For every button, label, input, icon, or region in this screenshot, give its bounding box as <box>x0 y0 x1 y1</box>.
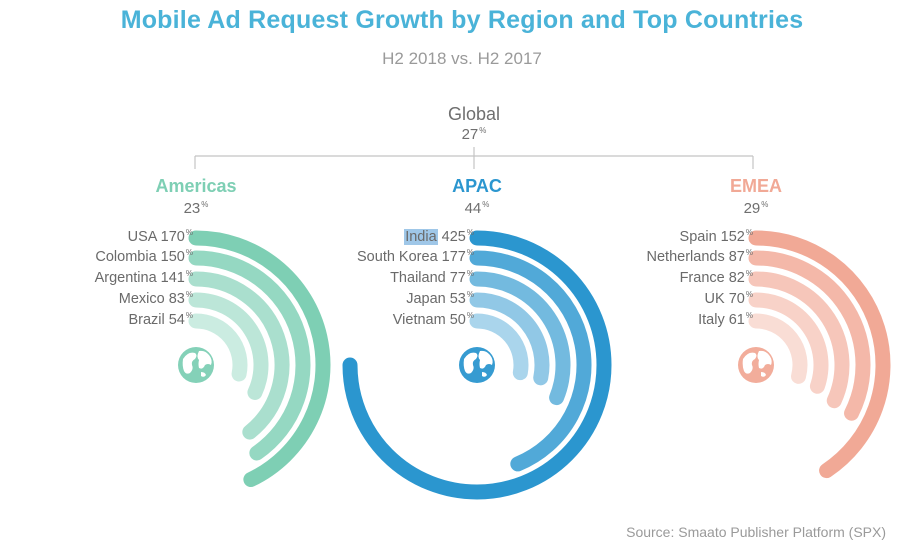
country-name: Spain <box>679 228 717 245</box>
country-label: UK 70% <box>553 290 753 307</box>
country-value: 152 <box>720 228 745 245</box>
country-value: 70 <box>728 290 745 307</box>
country-name: UK <box>704 290 725 307</box>
country-label: Brazil 54% <box>0 311 193 328</box>
ring-americas-usa <box>188 230 331 488</box>
ring-apac-south-korea <box>469 250 592 472</box>
region-value-americas: 23% <box>96 200 296 217</box>
country-label: Italy 61% <box>553 311 753 328</box>
country-value: 170 <box>160 228 185 245</box>
percent-sign: % <box>466 228 474 237</box>
percent-sign: % <box>745 290 753 299</box>
country-label: Mexico 83% <box>0 290 193 307</box>
country-label: USA 170% <box>0 228 193 245</box>
country-value: 425 <box>441 228 466 245</box>
percent-sign: % <box>185 228 193 237</box>
country-value: 150 <box>160 248 185 265</box>
ring-americas-colombia <box>188 250 311 461</box>
region-name-americas: Americas <box>155 176 237 196</box>
percent-sign: % <box>185 311 193 320</box>
country-value: 54 <box>168 311 185 328</box>
country-label: Vietnam 50% <box>274 311 474 328</box>
country-value: 177 <box>441 248 466 265</box>
country-label: Japan 53% <box>274 290 474 307</box>
ring-americas-brazil <box>188 313 248 382</box>
ring-emea-netherlands <box>748 250 871 421</box>
percent-sign: % <box>201 200 209 209</box>
country-value: 87 <box>728 248 745 265</box>
global-value: 27% <box>461 126 487 143</box>
region-value-apac: 44% <box>377 200 577 217</box>
country-name: Thailand <box>390 269 446 286</box>
country-name: Brazil <box>128 311 165 328</box>
region-name-apac: APAC <box>452 176 502 196</box>
percent-sign: % <box>466 290 474 299</box>
chart-title: Mobile Ad Request Growth by Region and T… <box>120 6 804 34</box>
country-label: France 82% <box>553 269 753 286</box>
country-value: 141 <box>160 269 185 286</box>
country-name: Mexico <box>118 290 165 307</box>
ring-emea-spain <box>748 230 891 479</box>
percent-sign: % <box>745 228 753 237</box>
ring-apac-thailand <box>469 271 571 406</box>
ring-emea-france <box>748 271 850 409</box>
region-value-number: 29 <box>743 200 761 217</box>
percent-sign: % <box>185 290 193 299</box>
percent-sign: % <box>185 269 193 278</box>
globe-icon <box>738 347 774 383</box>
country-value: 53 <box>449 290 466 307</box>
percent-sign: % <box>745 248 753 257</box>
country-value: 61 <box>728 311 745 328</box>
country-value: 77 <box>449 269 466 286</box>
country-name: USA <box>127 228 157 245</box>
globe-icon <box>178 347 214 383</box>
country-label: India 425% <box>274 228 474 245</box>
country-name: Argentina <box>94 269 157 286</box>
ring-emea-italy <box>748 313 808 384</box>
source-note: Source: Smaato Publisher Platform (SPX) <box>626 524 886 540</box>
country-name: Japan <box>406 290 446 307</box>
ring-americas-argentina <box>188 271 290 440</box>
country-value: 83 <box>168 290 185 307</box>
percent-sign: % <box>466 248 474 257</box>
percent-sign: % <box>761 200 769 209</box>
country-label: South Korea 177% <box>274 248 474 265</box>
percent-sign: % <box>745 311 753 320</box>
percent-sign: % <box>466 311 474 320</box>
country-name: South Korea <box>357 248 438 265</box>
ring-apac-india <box>342 230 612 500</box>
ring-apac-vietnam <box>469 313 529 381</box>
global-label: Global <box>447 104 501 124</box>
ring-emea-uk <box>748 292 829 394</box>
percent-sign: % <box>482 200 490 209</box>
region-value-number: 44 <box>464 200 482 217</box>
country-label: Netherlands 87% <box>553 248 753 265</box>
country-name: Netherlands <box>646 248 725 265</box>
country-label: Spain 152% <box>553 228 753 245</box>
country-name: Vietnam <box>392 311 446 328</box>
ring-americas-mexico <box>188 292 269 400</box>
region-name-emea: EMEA <box>729 176 782 196</box>
country-name: Italy <box>698 311 725 328</box>
country-value: 82 <box>728 269 745 286</box>
country-value: 50 <box>449 311 466 328</box>
globe-icon <box>459 347 495 383</box>
percent-sign: % <box>745 269 753 278</box>
country-label: Colombia 150% <box>0 248 193 265</box>
country-name: India <box>404 228 438 245</box>
chart-subtitle: H2 2018 vs. H2 2017 <box>382 49 542 68</box>
country-label: Argentina 141% <box>0 269 193 286</box>
country-name: Colombia <box>95 248 157 265</box>
region-value-number: 23 <box>183 200 201 217</box>
ring-apac-japan <box>469 292 550 386</box>
region-value-emea: 29% <box>656 200 856 217</box>
country-label: Thailand 77% <box>274 269 474 286</box>
country-name: France <box>679 269 725 286</box>
percent-sign: % <box>185 248 193 257</box>
percent-sign: % <box>466 269 474 278</box>
